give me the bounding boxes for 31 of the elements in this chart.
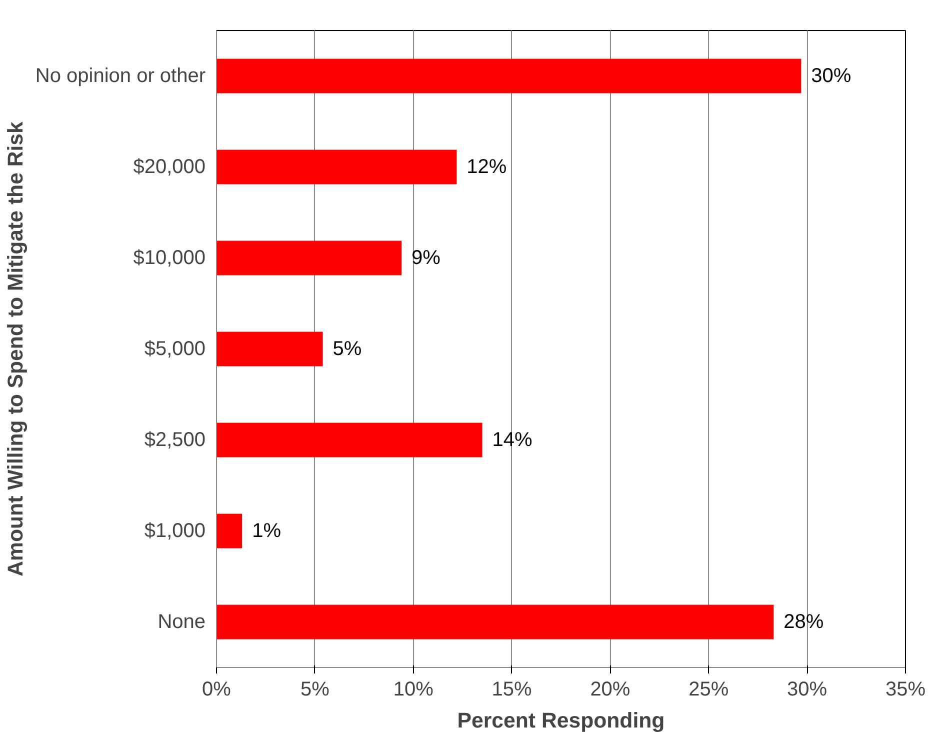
data-label: 12% bbox=[466, 156, 507, 178]
bar bbox=[216, 58, 802, 94]
x-tick-label: 30% bbox=[787, 678, 828, 700]
bar bbox=[216, 604, 774, 640]
x-tick-label: 15% bbox=[492, 678, 532, 700]
y-tick-label: $10,000 bbox=[133, 247, 206, 269]
data-label: 30% bbox=[811, 65, 852, 87]
y-tick-label: $2,500 bbox=[144, 429, 206, 451]
bar bbox=[216, 332, 323, 366]
x-tick-label: 35% bbox=[885, 678, 926, 700]
data-label: 9% bbox=[412, 247, 441, 269]
data-label: 5% bbox=[332, 338, 362, 360]
x-axis-title: Percent Responding bbox=[457, 708, 665, 732]
x-tick-label: 10% bbox=[393, 678, 434, 700]
x-tick-label: 20% bbox=[590, 678, 630, 700]
y-tick-label: No opinion or other bbox=[35, 65, 206, 87]
y-tick-label: $20,000 bbox=[133, 156, 206, 178]
data-label: 28% bbox=[784, 611, 824, 633]
bar bbox=[216, 150, 457, 184]
y-tick-label: $5,000 bbox=[144, 338, 206, 360]
x-tick-label: 0% bbox=[202, 678, 232, 700]
data-label: 14% bbox=[492, 429, 533, 451]
bar bbox=[216, 240, 402, 276]
y-axis-title: Amount Willing to Spend to Mitigate the Risk bbox=[3, 121, 28, 576]
x-tick-label: 5% bbox=[300, 678, 330, 700]
y-tick-label: $1,000 bbox=[144, 520, 206, 542]
x-tick-label: 25% bbox=[688, 678, 729, 700]
bar bbox=[216, 422, 482, 458]
y-tick-label: None bbox=[158, 611, 206, 633]
bar bbox=[216, 514, 242, 548]
data-label: 1% bbox=[252, 520, 282, 542]
